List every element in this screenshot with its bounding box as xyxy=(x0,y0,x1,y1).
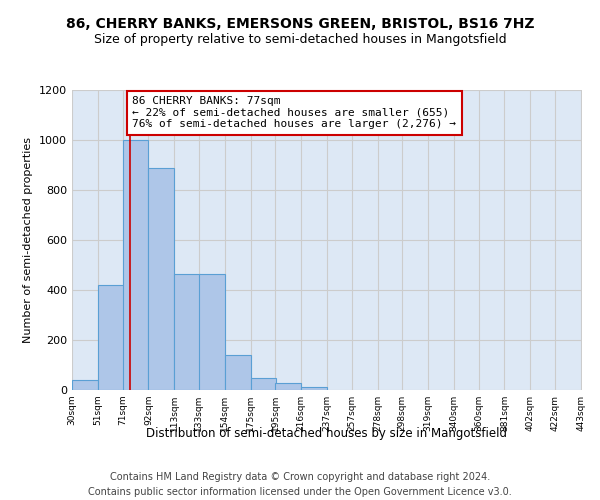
Text: Distribution of semi-detached houses by size in Mangotsfield: Distribution of semi-detached houses by … xyxy=(146,428,508,440)
Text: 86 CHERRY BANKS: 77sqm
← 22% of semi-detached houses are smaller (655)
76% of se: 86 CHERRY BANKS: 77sqm ← 22% of semi-det… xyxy=(133,96,457,130)
Bar xyxy=(72,380,98,390)
Text: Contains HM Land Registry data © Crown copyright and database right 2024.
Contai: Contains HM Land Registry data © Crown c… xyxy=(88,472,512,498)
Bar xyxy=(225,355,251,390)
Bar xyxy=(98,285,124,390)
Bar xyxy=(174,274,200,390)
Bar xyxy=(148,168,174,390)
Bar xyxy=(199,274,225,390)
Bar xyxy=(275,383,301,390)
Y-axis label: Number of semi-detached properties: Number of semi-detached properties xyxy=(23,137,34,343)
Bar xyxy=(122,140,148,390)
Bar xyxy=(251,378,277,390)
Text: Size of property relative to semi-detached houses in Mangotsfield: Size of property relative to semi-detach… xyxy=(94,32,506,46)
Text: 86, CHERRY BANKS, EMERSONS GREEN, BRISTOL, BS16 7HZ: 86, CHERRY BANKS, EMERSONS GREEN, BRISTO… xyxy=(66,18,534,32)
Bar xyxy=(301,386,327,390)
